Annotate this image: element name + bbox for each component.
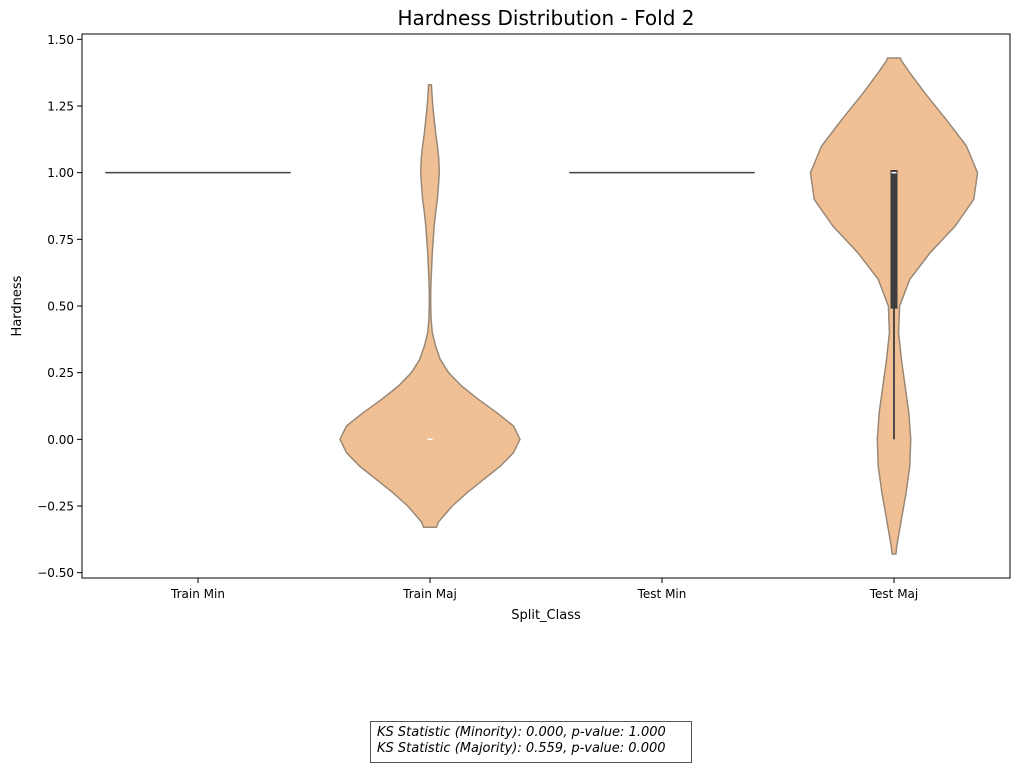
x-axis-label: Split_Class — [511, 608, 581, 623]
ks-minority-text: KS Statistic (Minority): 0.000, p-value:… — [377, 725, 666, 740]
y-tick-label: 1.50 — [47, 33, 74, 47]
violin-iqr-box — [890, 170, 898, 309]
y-tick-label: 1.00 — [47, 166, 74, 180]
violins-group — [105, 57, 979, 555]
y-tick-label: −0.25 — [37, 500, 74, 514]
ks-statistics-box: KS Statistic (Minority): 0.000, p-value:… — [370, 721, 692, 763]
y-tick-label: 0.75 — [47, 233, 74, 247]
chart-title: Hardness Distribution - Fold 2 — [397, 6, 694, 30]
x-tick-label: Test Min — [637, 587, 687, 601]
x-tick-label: Train Min — [170, 587, 225, 601]
x-axis: Train Min Train Maj Test Min Test Maj — [170, 578, 918, 601]
x-tick-label: Test Maj — [869, 587, 919, 601]
y-tick-label: 0.00 — [47, 433, 74, 447]
ks-majority-text: KS Statistic (Majority): 0.559, p-value:… — [377, 741, 666, 756]
x-tick-label: Train Maj — [402, 587, 457, 601]
y-axis-label: Hardness — [10, 275, 25, 336]
y-tick-label: −0.50 — [37, 566, 74, 580]
y-tick-label: 0.50 — [47, 300, 74, 314]
violin-body — [339, 83, 521, 529]
y-tick-label: 0.25 — [47, 366, 74, 380]
y-axis: −0.50 −0.25 0.00 0.25 0.50 0.75 1.00 1.25 1.50 — [37, 33, 82, 580]
y-tick-label: 1.25 — [47, 100, 74, 114]
plot-frame — [81, 33, 1011, 579]
